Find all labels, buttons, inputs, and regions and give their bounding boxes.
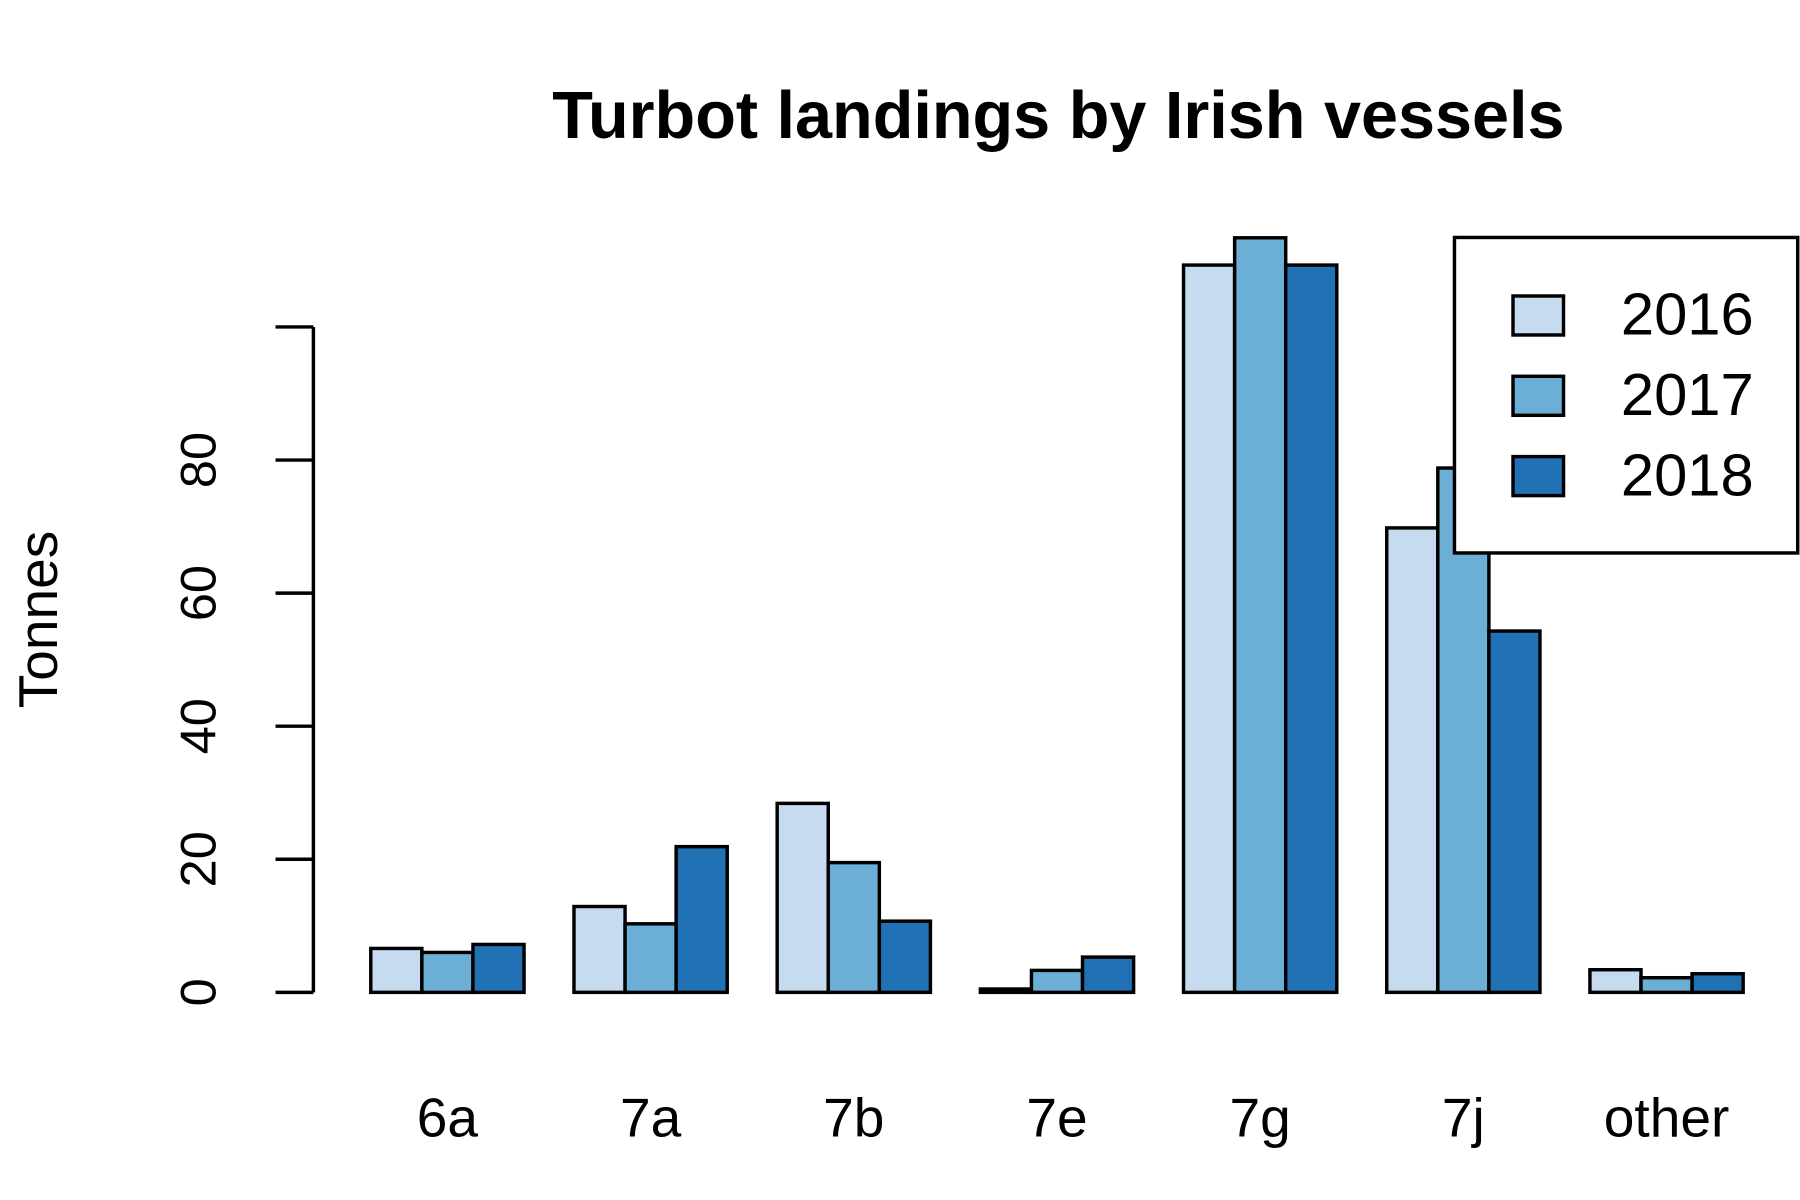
y-axis-label: Tonnes bbox=[7, 531, 69, 709]
bar bbox=[1487, 629, 1542, 995]
bar bbox=[826, 860, 882, 995]
y-tick-label: 40 bbox=[169, 698, 226, 754]
y-tick-label: 60 bbox=[169, 565, 226, 621]
bar bbox=[1690, 972, 1745, 995]
bar bbox=[877, 919, 933, 995]
legend-label: 2018 bbox=[1621, 441, 1754, 508]
x-tick-label: 7g bbox=[1230, 1087, 1291, 1149]
bar bbox=[420, 950, 475, 995]
legend-swatch bbox=[1511, 454, 1566, 498]
bar bbox=[1232, 236, 1288, 995]
legend-label: 2017 bbox=[1621, 361, 1754, 428]
bar bbox=[1181, 263, 1237, 995]
bar bbox=[674, 844, 729, 995]
bar bbox=[1283, 263, 1339, 995]
legend-swatch bbox=[1511, 374, 1566, 418]
bar bbox=[471, 942, 526, 995]
bar bbox=[1436, 466, 1491, 995]
bar bbox=[775, 801, 830, 995]
bar bbox=[623, 922, 678, 995]
y-tick-label: 0 bbox=[169, 978, 226, 1006]
x-tick-label: 6a bbox=[417, 1087, 479, 1149]
legend-label: 2016 bbox=[1621, 281, 1754, 348]
x-tick-label: 7a bbox=[620, 1087, 682, 1149]
bar bbox=[1385, 526, 1440, 995]
bar bbox=[978, 987, 1034, 995]
bar bbox=[1080, 955, 1136, 995]
legend-swatch bbox=[1511, 294, 1566, 337]
x-tick-label: 7e bbox=[1026, 1087, 1087, 1149]
bar bbox=[572, 904, 627, 995]
x-tick-label: other bbox=[1604, 1087, 1730, 1149]
y-tick-label: 20 bbox=[169, 831, 226, 887]
bar bbox=[369, 946, 424, 995]
chart-title: Turbot landings by Irish vessels bbox=[552, 79, 1564, 153]
y-tick-label: 80 bbox=[169, 432, 226, 488]
bar bbox=[1029, 968, 1085, 995]
bar bbox=[1588, 968, 1643, 995]
x-tick-label: 7b bbox=[823, 1087, 884, 1149]
bar bbox=[1639, 975, 1694, 995]
x-tick-label: 7j bbox=[1442, 1087, 1485, 1149]
